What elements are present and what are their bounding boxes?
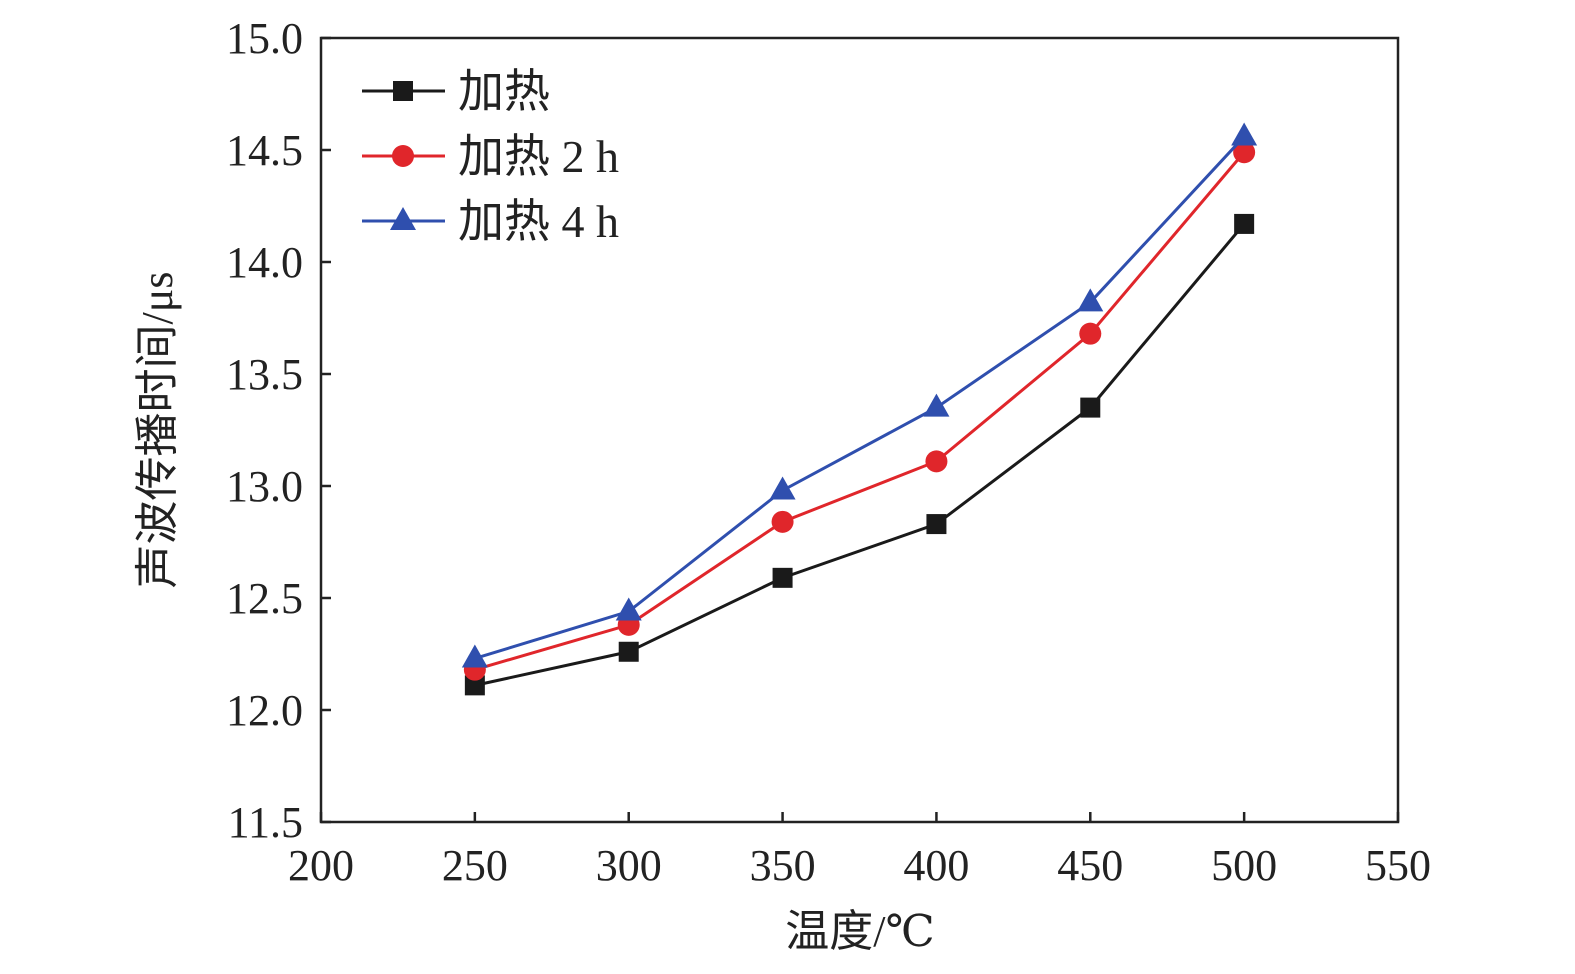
data-point — [1233, 141, 1256, 164]
data-point — [615, 597, 642, 621]
data-point — [772, 567, 793, 588]
plot-frame — [319, 36, 1400, 824]
y-tick-label: 14.5 — [226, 126, 303, 175]
y-tick-label: 12.0 — [226, 686, 303, 735]
x-axis-label: 温度/℃ — [785, 907, 934, 956]
y-tick-label: 13.5 — [226, 350, 303, 399]
x-tick-label: 400 — [903, 841, 969, 890]
x-tick-label: 350 — [750, 841, 816, 890]
legend-marker — [390, 207, 416, 230]
data-point — [769, 476, 796, 500]
legend-label: 加热 — [458, 66, 550, 117]
data-point — [1080, 397, 1101, 418]
data-point — [925, 450, 948, 473]
legend-marker — [393, 81, 413, 101]
data-point — [1231, 122, 1258, 146]
data-point — [926, 514, 947, 535]
legend-label: 加热 4 h — [458, 196, 619, 247]
x-tick-label: 500 — [1211, 841, 1277, 890]
data-point — [1079, 322, 1102, 345]
y-tick-label: 12.5 — [226, 574, 303, 623]
y-axis-label: 声波传播时间/μs — [133, 272, 182, 589]
series-line — [474, 135, 1246, 660]
y-tick-label: 11.5 — [228, 798, 303, 847]
data-point — [1077, 288, 1104, 312]
legend-marker — [392, 145, 414, 167]
x-tick-label: 300 — [596, 841, 662, 890]
x-tick-label: 200 — [288, 841, 354, 890]
data-point — [771, 510, 794, 533]
y-tick-label: 14.0 — [226, 238, 303, 287]
y-tick-label: 15.0 — [226, 14, 303, 63]
data-point — [464, 675, 485, 696]
x-tick-label: 450 — [1057, 841, 1123, 890]
data-point — [618, 641, 639, 662]
data-point — [923, 393, 950, 417]
legend-label: 加热 2 h — [458, 131, 619, 182]
series-line — [474, 222, 1246, 687]
data-point — [461, 644, 488, 668]
x-tick-label: 550 — [1365, 841, 1431, 890]
data-point — [1234, 213, 1255, 234]
y-tick-label: 13.0 — [226, 462, 303, 511]
x-tick-label: 250 — [442, 841, 508, 890]
series-line — [474, 151, 1246, 672]
